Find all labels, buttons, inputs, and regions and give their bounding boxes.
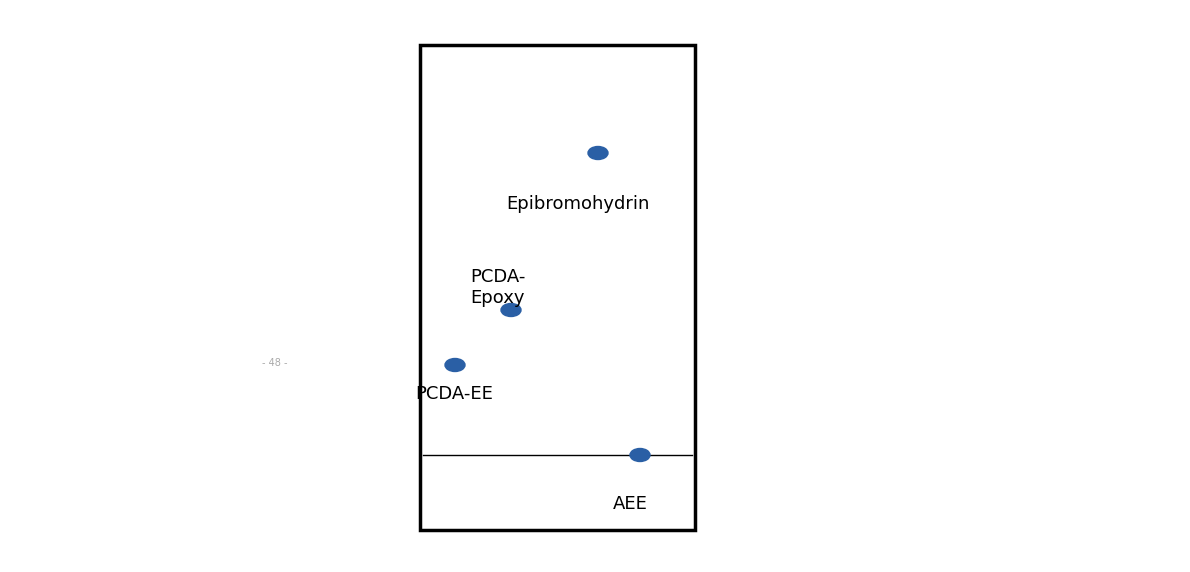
Text: PCDA-EE: PCDA-EE — [415, 385, 493, 403]
Ellipse shape — [588, 146, 608, 160]
Bar — [420, 45, 695, 530]
Text: Epibromohydrin: Epibromohydrin — [506, 195, 650, 213]
Ellipse shape — [630, 448, 650, 462]
Ellipse shape — [501, 304, 521, 316]
Text: - 48 -: - 48 - — [262, 358, 288, 368]
Ellipse shape — [445, 359, 465, 371]
Text: PCDA-
Epoxy: PCDA- Epoxy — [470, 268, 525, 307]
Text: AEE: AEE — [613, 495, 647, 513]
